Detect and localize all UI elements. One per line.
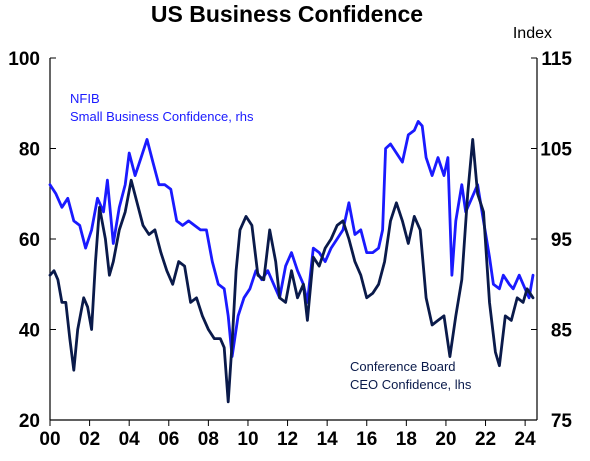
- axes: [49, 57, 538, 426]
- chart-title: US Business Confidence: [151, 1, 423, 27]
- x-tick-label: 18: [396, 429, 417, 450]
- right-tick-label: 105: [540, 140, 572, 161]
- series-lines: [48, 120, 535, 404]
- right-tick-label: 75: [551, 411, 573, 432]
- ceo-label-line-2: CEO Confidence, lhs: [350, 377, 472, 392]
- left-tick-label: 20: [19, 411, 40, 432]
- x-tick-label: 06: [158, 429, 179, 450]
- right-tick-label: 115: [541, 49, 572, 70]
- tick-labels: 20 40 60 80 100 75 85 95 105 115 00 02 04 06 08 10 12 14 1…: [8, 49, 572, 450]
- left-tick-label: 100: [8, 49, 40, 70]
- ceo-confidence-series-line: [48, 137, 535, 404]
- x-tick-label: 16: [356, 429, 377, 450]
- nfib-label-line-1: NFIB: [70, 91, 100, 106]
- x-tick-label: 04: [119, 429, 141, 450]
- right-tick-label: 85: [551, 321, 573, 342]
- x-tick-label: 00: [39, 429, 60, 450]
- x-tick-label: 10: [237, 429, 258, 450]
- x-tick-label: 22: [475, 429, 496, 450]
- left-tick-label: 40: [19, 321, 40, 342]
- ceo-label-line-1: Conference Board: [350, 359, 456, 374]
- left-tick-label: 80: [19, 140, 40, 161]
- x-tick-label: 24: [515, 429, 537, 450]
- x-tick-label: 20: [435, 429, 456, 450]
- x-tick-label: 12: [277, 429, 298, 450]
- nfib-series-line: [48, 120, 535, 359]
- x-tick-label: 14: [317, 429, 339, 450]
- right-tick-label: 95: [551, 230, 573, 251]
- x-tick-label: 08: [198, 429, 219, 450]
- x-tick-label: 02: [79, 429, 100, 450]
- left-tick-label: 60: [19, 230, 40, 251]
- right-axis-unit: Index: [513, 25, 552, 42]
- nfib-label-line-2: Small Business Confidence, rhs: [70, 109, 254, 124]
